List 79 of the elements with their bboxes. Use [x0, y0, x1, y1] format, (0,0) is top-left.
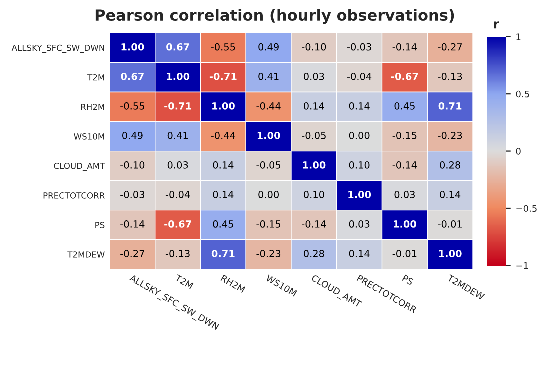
- data-label: -0.14: [120, 220, 145, 228]
- data-label: -0.05: [302, 132, 326, 140]
- data-label: -0.71: [210, 72, 237, 80]
- data-label: 0.03: [168, 162, 188, 169]
- data-label: -0.03: [347, 43, 372, 51]
- data-label: -0.01: [438, 220, 462, 228]
- data-label: -0.55: [211, 43, 236, 51]
- data-label: 0.14: [440, 191, 461, 198]
- data-label: -0.27: [120, 250, 144, 258]
- color-bar-label: 0.5: [516, 90, 530, 98]
- data-label: 1.00: [122, 43, 144, 51]
- data-label: -0.14: [392, 162, 417, 169]
- data-label: -0.55: [120, 102, 144, 110]
- y-tick-label: T2M: [88, 74, 104, 81]
- data-label: -0.27: [438, 43, 462, 51]
- data-label: 0.14: [213, 191, 234, 198]
- y-tick-label: T2MDEW: [68, 252, 105, 258]
- data-label: 0.67: [121, 72, 144, 80]
- data-label: -0.44: [211, 132, 236, 140]
- data-label: -0.15: [392, 132, 417, 140]
- data-label: 0.28: [304, 250, 324, 258]
- data-label: -0.04: [166, 191, 190, 198]
- data-label: -0.67: [391, 72, 418, 80]
- data-label: 0.41: [258, 72, 279, 80]
- data-label: 0.71: [438, 102, 462, 110]
- y-tick-label: ALLSKY_SFC_SW_DWN: [12, 44, 104, 54]
- data-label: 0.10: [304, 191, 324, 198]
- data-label: 1.00: [348, 191, 372, 198]
- data-label: 0.00: [258, 191, 279, 198]
- data-label: 1.00: [439, 250, 462, 258]
- data-label: -0.04: [347, 72, 372, 80]
- color-bar-label: 1: [516, 34, 521, 40]
- y-tick-label: PRECTOTCORR: [44, 192, 105, 199]
- data-label: 1.00: [167, 72, 190, 80]
- chart-title: Pearson correlation (hourly observations): [96, 9, 454, 24]
- data-label: 0.45: [213, 220, 234, 228]
- data-label: -0.10: [120, 162, 145, 169]
- data-label: 1.00: [394, 220, 416, 228]
- data-label: 0.71: [212, 250, 235, 258]
- data-label: -0.14: [302, 220, 326, 228]
- data-label: -0.14: [392, 43, 417, 51]
- data-label: -0.13: [166, 250, 190, 258]
- y-tick-label: RH2M: [81, 104, 104, 110]
- data-label: -0.03: [120, 191, 144, 198]
- data-label: 1.00: [258, 132, 280, 140]
- data-label: 1.00: [212, 102, 235, 110]
- data-label: 0.14: [213, 162, 234, 169]
- data-label: -0.10: [302, 43, 326, 51]
- y-tick-label: PS: [96, 222, 105, 228]
- data-label: -0.67: [164, 220, 192, 228]
- data-label: -0.71: [164, 102, 192, 110]
- data-label: -0.23: [256, 250, 281, 258]
- data-label: 0.03: [394, 191, 415, 198]
- color-bar-label: −1: [516, 262, 528, 270]
- data-label: 0.10: [349, 162, 370, 169]
- data-label: 0.14: [349, 102, 370, 110]
- data-label: -0.13: [438, 72, 462, 80]
- data-label: 0.49: [122, 132, 143, 140]
- data-label: 0.00: [349, 132, 370, 140]
- data-label: -0.15: [256, 220, 281, 228]
- data-label: 0.28: [440, 162, 460, 169]
- data-label: 0.03: [349, 220, 370, 228]
- data-label: 0.14: [304, 102, 324, 110]
- data-label: 0.14: [349, 250, 370, 258]
- data-label: 0.41: [168, 132, 188, 140]
- color-bar-label: 0: [516, 148, 521, 155]
- data-label: -0.05: [256, 162, 281, 169]
- data-label: 1.00: [303, 162, 326, 169]
- data-label: 0.49: [258, 43, 279, 51]
- data-label: -0.01: [392, 250, 417, 258]
- color-bar-label: −0.5: [516, 205, 537, 212]
- data-label: -0.44: [256, 102, 281, 110]
- y-tick-label: WS10M: [74, 134, 104, 140]
- data-label: 0.03: [304, 72, 324, 80]
- y-tick-label: CLOUD_AMT: [54, 162, 106, 172]
- data-label: 0.67: [166, 43, 190, 51]
- data-label: 0.45: [394, 102, 415, 110]
- color-bar-title: r: [494, 22, 500, 29]
- data-label: -0.23: [438, 132, 462, 140]
